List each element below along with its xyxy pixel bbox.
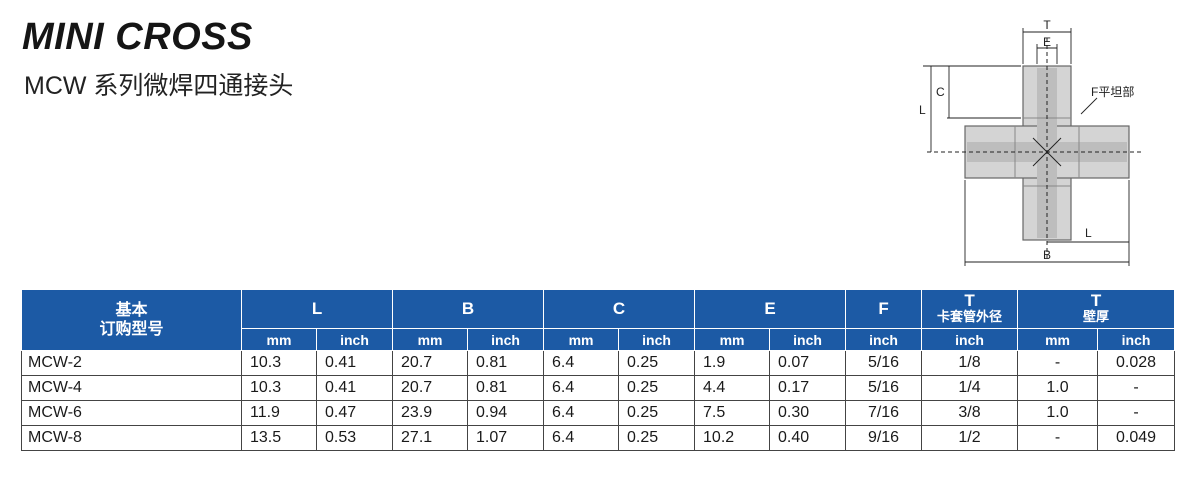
dim-l-bottom-label: L	[1085, 226, 1092, 240]
group-header-e: E	[694, 289, 847, 329]
group-header-f: F	[845, 289, 923, 329]
table-cell: 10.3	[241, 350, 317, 376]
table-cell: 0.53	[315, 425, 394, 451]
group-header-t-od-sub: 卡套管外径	[937, 309, 1003, 324]
table-cell: 1/2	[921, 425, 1019, 451]
model-cell: MCW-6	[21, 400, 242, 426]
model-cell: MCW-4	[21, 375, 242, 401]
table-cell: -	[1097, 400, 1176, 426]
table-cell: 6.4	[543, 425, 620, 451]
table-cell: 13.5	[241, 425, 317, 451]
page-subtitle: MCW 系列微焊四通接头	[24, 72, 294, 100]
unit-cell: mm	[543, 328, 620, 351]
group-header-t-od-symbol: T	[964, 291, 975, 310]
table-cell: 6.4	[543, 375, 620, 401]
dim-t-label: T	[1043, 18, 1051, 32]
unit-cell: mm	[1017, 328, 1099, 351]
table-cell: 20.7	[392, 350, 469, 376]
unit-cell: mm	[241, 328, 317, 351]
unit-cell: mm	[392, 328, 469, 351]
group-header-c: C	[543, 289, 696, 329]
unit-cell: inch	[769, 328, 847, 351]
table-cell: 0.25	[618, 400, 696, 426]
unit-cell: mm	[694, 328, 771, 351]
table-cell: 4.4	[694, 375, 771, 401]
table-cell: 0.07	[769, 350, 847, 376]
table-cell: 0.17	[769, 375, 847, 401]
table-cell: 1.0	[1017, 400, 1099, 426]
table-cell: 0.25	[618, 350, 696, 376]
unit-cell: inch	[315, 328, 394, 351]
table-cell: 0.25	[618, 375, 696, 401]
table-cell: -	[1017, 350, 1099, 376]
table-cell: 1/8	[921, 350, 1019, 376]
table-cell: 0.30	[769, 400, 847, 426]
table-cell: 0.81	[467, 350, 545, 376]
table-cell: 6.4	[543, 350, 620, 376]
table-cell: 20.7	[392, 375, 469, 401]
table-cell: 5/16	[845, 375, 923, 401]
table-cell: -	[1017, 425, 1099, 451]
table-cell: -	[1097, 375, 1176, 401]
table-cell: 27.1	[392, 425, 469, 451]
unit-cell: inch	[845, 328, 923, 351]
group-header-b: B	[392, 289, 545, 329]
table-cell: 0.028	[1097, 350, 1176, 376]
dim-e-label: E	[1043, 35, 1051, 49]
group-header-t-wall-sub: 壁厚	[1083, 309, 1110, 324]
table-cell: 10.2	[694, 425, 771, 451]
table-cell: 7.5	[694, 400, 771, 426]
dim-c-label: C	[936, 85, 945, 99]
table-row: MCW-2 10.3 0.41 20.7 0.81 6.4 0.25 1.9 0…	[21, 350, 1176, 376]
unit-cell: inch	[618, 328, 696, 351]
table-cell: 0.41	[315, 350, 394, 376]
model-cell: MCW-2	[21, 350, 242, 376]
dim-f-label: F平坦部	[1091, 84, 1134, 99]
table-cell: 0.41	[315, 375, 394, 401]
table-cell: 0.47	[315, 400, 394, 426]
table-cell: 1.9	[694, 350, 771, 376]
table-cell: 0.40	[769, 425, 847, 451]
unit-row: mm inch mm inch mm inch mm inch inch inc…	[22, 328, 1176, 351]
table-cell: 7/16	[845, 400, 923, 426]
unit-cell: inch	[1097, 328, 1176, 351]
model-cell: MCW-8	[21, 425, 242, 451]
table-row: MCW-6 11.9 0.47 23.9 0.94 6.4 0.25 7.5 0…	[21, 400, 1176, 426]
cross-fitting-diagram: T E L C F平坦部 L B	[919, 18, 1143, 266]
table-row: MCW-8 13.5 0.53 27.1 1.07 6.4 0.25 10.2 …	[21, 425, 1176, 451]
table-cell: 10.3	[241, 375, 317, 401]
table-cell: 1.0	[1017, 375, 1099, 401]
table-cell: 11.9	[241, 400, 317, 426]
group-header-t-wall-symbol: T	[1090, 291, 1102, 310]
dim-b-label: B	[1043, 248, 1051, 262]
unit-cell: inch	[921, 328, 1019, 351]
model-header-line1: 基本	[115, 302, 148, 319]
table-cell: 6.4	[543, 400, 620, 426]
table-cell: 1/4	[921, 375, 1019, 401]
table-row: MCW-4 10.3 0.41 20.7 0.81 6.4 0.25 4.4 0…	[21, 375, 1176, 401]
table-cell: 0.049	[1097, 425, 1176, 451]
table-cell: 23.9	[392, 400, 469, 426]
table-cell: 9/16	[845, 425, 923, 451]
table-cell: 0.81	[467, 375, 545, 401]
table-cell: 1.07	[467, 425, 545, 451]
dim-l-left-label: L	[919, 103, 926, 117]
group-header-l: L	[240, 289, 394, 329]
group-header-t-od: T 卡套管外径	[921, 289, 1019, 329]
group-header-t-wall: T 壁厚	[1017, 289, 1176, 329]
spec-table: 基本 订购型号 L B C E F T 卡套管外径 T 壁厚 mm inch m…	[21, 289, 1176, 451]
page-title: MINI CROSS	[22, 16, 253, 58]
model-header: 基本 订购型号	[21, 289, 242, 351]
table-cell: 5/16	[845, 350, 923, 376]
table-cell: 0.94	[467, 400, 545, 426]
table-cell: 3/8	[921, 400, 1019, 426]
model-header-line2: 订购型号	[99, 321, 164, 338]
unit-cell: inch	[467, 328, 545, 351]
table-cell: 0.25	[618, 425, 696, 451]
